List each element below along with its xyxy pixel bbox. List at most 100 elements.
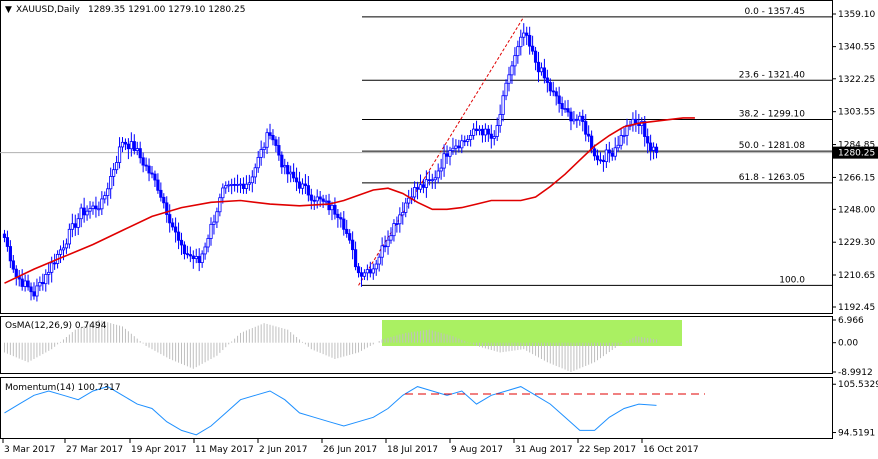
candle-body: [551, 90, 555, 93]
candle-body: [327, 200, 331, 211]
candle-body: [64, 243, 69, 249]
candle-body: [533, 50, 538, 63]
candle-body: [587, 133, 591, 137]
candle-body: [123, 141, 128, 145]
candle-body: [569, 111, 573, 122]
candle-body: [398, 214, 402, 225]
candle-body: [380, 245, 384, 258]
candle-body: [253, 167, 257, 178]
candle-body: [604, 149, 608, 163]
osma-panel-frame: [0, 316, 833, 374]
candle-body: [203, 246, 207, 255]
candle-body: [212, 221, 216, 225]
candle-body: [646, 136, 650, 144]
candle-body: [289, 171, 293, 175]
candle-body: [26, 280, 30, 288]
candle-body: [53, 262, 57, 265]
price-tick-label: 1266.15: [838, 173, 875, 183]
osma-tick-label: -8.9912: [838, 368, 873, 378]
candle-body: [215, 211, 219, 223]
candle-body: [427, 179, 431, 182]
candle-body: [132, 141, 136, 151]
candle-body: [430, 179, 434, 182]
candle-body: [218, 197, 222, 213]
candle-body: [300, 183, 305, 189]
candle-body: [377, 256, 381, 265]
candle-body: [58, 249, 63, 255]
candle-body: [557, 95, 561, 104]
candle-body: [368, 269, 372, 274]
candle-body: [531, 45, 535, 52]
candle-body: [103, 195, 107, 200]
candle-body: [439, 167, 443, 172]
candle-body: [292, 171, 296, 179]
candle-body: [85, 210, 89, 216]
candle-body: [321, 198, 325, 202]
candle-body: [309, 194, 313, 201]
symbol-label: XAUUSD,Daily: [16, 5, 80, 15]
candle-body: [126, 143, 130, 150]
candle-body: [5, 237, 10, 247]
candle-body: [227, 184, 231, 187]
candle-body: [303, 183, 308, 187]
candle-body: [233, 184, 237, 186]
candle-body: [271, 135, 275, 141]
candle-body: [171, 222, 175, 228]
candle-body: [415, 187, 420, 190]
candle-body: [230, 184, 234, 186]
dropdown-arrow-icon[interactable]: ▼: [5, 5, 12, 15]
candle-body: [424, 179, 428, 188]
candle-body: [454, 145, 458, 149]
candle-body: [607, 149, 611, 154]
candle-body: [312, 199, 316, 202]
candle-body: [433, 177, 437, 181]
candle-body: [235, 184, 240, 186]
candle-body: [336, 213, 340, 218]
x-tick-label: 26 Jun 2017: [323, 445, 377, 455]
candle-body: [256, 156, 260, 169]
candle-body: [179, 239, 184, 246]
candle-body: [156, 179, 160, 191]
candle-body: [106, 188, 110, 196]
candle-body: [522, 32, 526, 38]
price-tick-label: 1284.85: [838, 141, 875, 151]
candle-body: [165, 202, 169, 215]
candle-body: [61, 247, 66, 251]
candle-body: [445, 153, 449, 157]
ohlc-readout: 1289.35 1291.00 1279.10 1280.25: [88, 5, 245, 15]
candle-body: [359, 272, 364, 277]
current-price-badge: [833, 146, 878, 159]
candle-body: [536, 61, 541, 73]
fib-label-5: 100.0: [779, 275, 805, 285]
osma-tick-label: 6.966: [838, 316, 864, 326]
candle-body: [141, 157, 145, 166]
candle-body: [268, 132, 272, 136]
candle-body: [82, 207, 86, 216]
candle-body: [539, 67, 544, 73]
momentum-panel-frame: [0, 377, 833, 439]
candle-body: [616, 144, 620, 149]
candle-body: [374, 263, 378, 270]
candle-body: [114, 162, 119, 171]
candle-body: [306, 185, 310, 196]
candle-body: [442, 153, 446, 169]
trend-line: [358, 16, 525, 286]
candle-body: [595, 155, 600, 161]
fib-label-4: 61.8 - 1263.05: [739, 173, 805, 183]
candle-body: [8, 246, 12, 262]
candle-body: [333, 204, 337, 215]
candle-body: [342, 218, 346, 230]
price-tick-label: 1340.55: [838, 43, 875, 53]
candle-body: [601, 159, 606, 163]
candle-body: [386, 239, 390, 247]
candle-body: [643, 121, 647, 137]
candle-body: [241, 183, 246, 189]
ma-line: [4, 117, 695, 284]
candle-body: [339, 217, 343, 220]
candle-body: [324, 200, 328, 203]
candle-body: [76, 218, 80, 228]
candle-body: [194, 256, 198, 260]
candle-body: [649, 142, 653, 151]
